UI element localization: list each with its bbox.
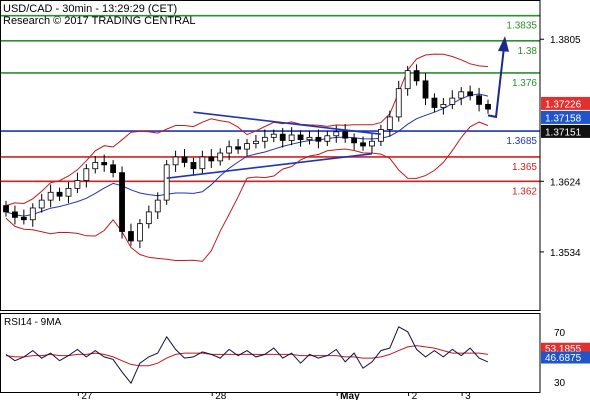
rsi-line	[5, 326, 489, 385]
chart-title: USD/CAD - 30min - 13:29:29 (CET)	[3, 3, 178, 15]
candle-body	[297, 134, 304, 141]
time-axis-label: May	[340, 391, 360, 400]
candle-body	[261, 136, 268, 142]
triangle-upper-trendline	[193, 111, 381, 135]
candle-body	[395, 88, 402, 118]
candle-body	[315, 136, 322, 142]
candle-body	[136, 223, 143, 242]
candle-body	[65, 187, 72, 197]
level-label-1.362: 1.362	[512, 186, 537, 197]
candle-body	[154, 199, 161, 213]
copyright-notice: Research © 2017 TRADING CENTRAL	[3, 15, 196, 27]
candle-body	[244, 143, 250, 150]
candle-body	[270, 133, 277, 138]
candle-body	[119, 172, 125, 232]
candle-body	[404, 70, 411, 90]
candle-body	[3, 205, 9, 213]
candle-body	[110, 164, 117, 174]
triangle-lower-trendline	[166, 153, 373, 179]
time-axis-label: 27	[81, 391, 93, 400]
candle-body	[163, 164, 170, 201]
candle-body	[208, 156, 215, 162]
candle-body	[226, 146, 233, 154]
rsi-value-tag-label: 53.1855	[545, 344, 582, 355]
rsi-title: RSI14 - 9MA	[4, 317, 62, 328]
time-axis-label: 2	[412, 391, 418, 400]
candle-body	[172, 156, 179, 166]
candle-body	[485, 103, 491, 110]
candle-body	[306, 136, 313, 141]
candle-body	[74, 180, 81, 189]
rsi-axis-label: 30	[554, 378, 566, 389]
moving-average-line	[5, 93, 489, 217]
price-tag	[541, 124, 590, 138]
price-tag-label: 1.37158	[545, 113, 582, 124]
candle-body	[83, 168, 90, 181]
candle-body	[476, 95, 482, 105]
forecast-arrowhead	[498, 36, 509, 52]
price-tag-label: 1.37151	[545, 127, 582, 138]
candle-body	[440, 103, 447, 108]
candle-body	[29, 207, 36, 221]
forecast-arrow-line	[487, 46, 505, 119]
candle-body	[38, 199, 45, 209]
candle-body	[279, 133, 286, 141]
price-tag	[541, 96, 590, 110]
level-label-1.376: 1.376	[512, 78, 537, 89]
candle-body	[235, 146, 241, 150]
rsi-value-tag	[541, 351, 590, 364]
rsi-ma-line	[5, 345, 489, 367]
candle-body	[467, 91, 474, 97]
candle-body	[217, 152, 224, 162]
candle-body	[342, 131, 349, 139]
rsi-pane-frame	[0, 313, 541, 393]
candle-body	[92, 162, 99, 170]
candle-body	[12, 211, 18, 218]
rsi-axis-label: 70	[554, 328, 566, 339]
level-label-1.38: 1.38	[518, 46, 538, 57]
candle-body	[422, 80, 429, 99]
candle-body	[190, 162, 197, 170]
candle-body	[413, 70, 420, 82]
level-label-1.3685: 1.3685	[506, 136, 537, 147]
candle-body	[101, 162, 108, 166]
candle-body	[360, 142, 366, 147]
candle-body	[145, 211, 152, 225]
candle-body	[431, 97, 438, 108]
rsi-pane: RSI14 - 9MA	[4, 317, 489, 385]
candle-body	[253, 140, 259, 145]
candle-body	[324, 135, 331, 142]
candle-body	[199, 156, 206, 170]
level-label-1.3835: 1.3835	[506, 21, 537, 32]
time-axis-label: 3	[465, 391, 471, 400]
candle-body	[47, 191, 54, 201]
rsi-value-tag-label: 46.6875	[545, 353, 582, 364]
price-pane-frame	[0, 0, 541, 311]
candle-body	[458, 91, 465, 99]
price-axis-label: 1.3624	[550, 177, 581, 188]
candle-body	[20, 216, 27, 221]
candle-body	[369, 140, 375, 147]
time-axis-label: 28	[215, 391, 227, 400]
level-label-1.365: 1.365	[512, 162, 537, 173]
candle-body	[128, 231, 134, 242]
candle-body	[386, 116, 393, 130]
candle-body	[449, 97, 456, 105]
candle-body	[56, 191, 63, 197]
price-pane: 1.3835 1.38 1.376 1.3685 1.365 1.362	[0, 14, 540, 262]
price-tag	[541, 110, 590, 124]
candle-body	[377, 129, 384, 142]
candle-body	[181, 156, 188, 163]
price-tag-label: 1.37226	[545, 99, 582, 110]
candle-body	[351, 137, 358, 144]
candle-body	[288, 134, 295, 141]
bollinger-lower-band	[5, 121, 489, 262]
candle-body	[333, 131, 340, 137]
price-axis-label: 1.3805	[550, 35, 581, 46]
price-axis-label: 1.3534	[550, 248, 581, 259]
